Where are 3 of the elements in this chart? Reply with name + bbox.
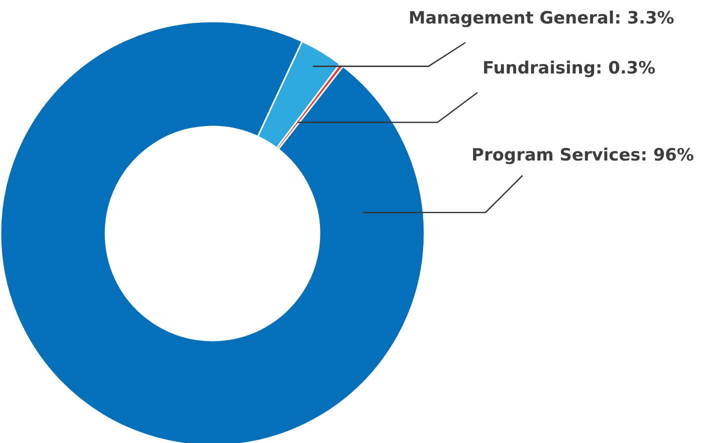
slice-label: Fundraising: 0.3%	[482, 58, 656, 78]
slice-label: Program Services: 96%	[472, 146, 694, 166]
slice-label: Management General: 3.3%	[408, 8, 674, 28]
